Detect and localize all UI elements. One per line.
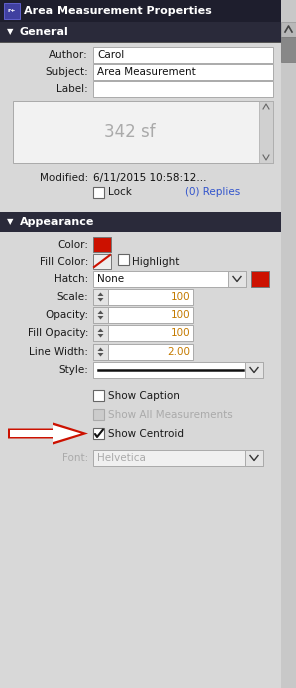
FancyBboxPatch shape	[93, 344, 193, 360]
FancyBboxPatch shape	[93, 237, 111, 252]
FancyBboxPatch shape	[259, 101, 273, 163]
FancyBboxPatch shape	[93, 450, 263, 466]
FancyBboxPatch shape	[245, 362, 263, 378]
Text: None: None	[97, 274, 124, 284]
Text: (0) Replies: (0) Replies	[185, 187, 240, 197]
FancyBboxPatch shape	[0, 212, 281, 232]
Text: Font:: Font:	[62, 453, 88, 463]
Text: Lock: Lock	[108, 187, 132, 197]
Text: Label:: Label:	[56, 84, 88, 94]
Text: Author:: Author:	[49, 50, 88, 60]
Text: Carol: Carol	[97, 50, 124, 60]
FancyBboxPatch shape	[93, 325, 108, 341]
FancyBboxPatch shape	[0, 22, 281, 42]
FancyBboxPatch shape	[281, 37, 296, 62]
Polygon shape	[97, 334, 104, 338]
Text: General: General	[20, 27, 69, 37]
Text: Show Caption: Show Caption	[108, 391, 180, 401]
FancyBboxPatch shape	[93, 325, 193, 341]
Text: Fill Color:: Fill Color:	[40, 257, 88, 267]
FancyBboxPatch shape	[93, 409, 104, 420]
Text: 100: 100	[170, 310, 190, 320]
FancyBboxPatch shape	[93, 390, 104, 401]
FancyBboxPatch shape	[0, 0, 296, 22]
Text: Opacity:: Opacity:	[45, 310, 88, 320]
FancyBboxPatch shape	[93, 271, 246, 287]
Polygon shape	[97, 316, 104, 319]
Text: Style:: Style:	[58, 365, 88, 375]
Polygon shape	[97, 292, 104, 296]
Text: r+: r+	[8, 8, 16, 14]
Text: Appearance: Appearance	[20, 217, 94, 227]
FancyBboxPatch shape	[93, 187, 104, 198]
Polygon shape	[97, 347, 104, 351]
Text: 100: 100	[170, 292, 190, 302]
Polygon shape	[97, 298, 104, 301]
Polygon shape	[97, 353, 104, 356]
Polygon shape	[10, 425, 81, 442]
FancyBboxPatch shape	[93, 289, 193, 305]
FancyBboxPatch shape	[118, 254, 129, 265]
Text: Show All Measurements: Show All Measurements	[108, 410, 233, 420]
Text: 6/11/2015 10:58:12...: 6/11/2015 10:58:12...	[93, 173, 207, 183]
Text: Subject:: Subject:	[45, 67, 88, 77]
FancyBboxPatch shape	[228, 271, 246, 287]
FancyBboxPatch shape	[0, 42, 281, 43]
FancyBboxPatch shape	[251, 271, 269, 287]
Text: ▼: ▼	[7, 28, 14, 36]
FancyBboxPatch shape	[93, 47, 273, 63]
Text: Highlight: Highlight	[132, 257, 179, 267]
Text: Helvetica: Helvetica	[97, 453, 146, 463]
FancyBboxPatch shape	[281, 0, 296, 688]
FancyBboxPatch shape	[93, 64, 273, 80]
Text: 2.00: 2.00	[167, 347, 190, 357]
Text: Area Measurement: Area Measurement	[97, 67, 196, 77]
Polygon shape	[8, 422, 88, 444]
FancyBboxPatch shape	[93, 307, 193, 323]
Text: Area Measurement Properties: Area Measurement Properties	[24, 6, 212, 16]
FancyBboxPatch shape	[93, 362, 263, 378]
Text: Scale:: Scale:	[56, 292, 88, 302]
FancyBboxPatch shape	[93, 254, 111, 269]
FancyBboxPatch shape	[93, 81, 273, 97]
FancyBboxPatch shape	[93, 428, 104, 439]
FancyBboxPatch shape	[13, 101, 273, 163]
Text: ▼: ▼	[7, 217, 14, 226]
Text: 342 sf: 342 sf	[104, 123, 156, 141]
FancyBboxPatch shape	[93, 344, 108, 360]
FancyBboxPatch shape	[281, 22, 296, 37]
Text: Hatch:: Hatch:	[54, 274, 88, 284]
Text: Line Width:: Line Width:	[29, 347, 88, 357]
Text: Fill Opacity:: Fill Opacity:	[28, 328, 88, 338]
Text: Modified:: Modified:	[40, 173, 88, 183]
Text: Show Centroid: Show Centroid	[108, 429, 184, 439]
FancyBboxPatch shape	[93, 307, 108, 323]
Polygon shape	[97, 328, 104, 332]
Polygon shape	[97, 310, 104, 314]
Text: Color:: Color:	[57, 240, 88, 250]
FancyBboxPatch shape	[4, 3, 20, 19]
FancyBboxPatch shape	[245, 450, 263, 466]
FancyBboxPatch shape	[93, 289, 108, 305]
Text: 100: 100	[170, 328, 190, 338]
